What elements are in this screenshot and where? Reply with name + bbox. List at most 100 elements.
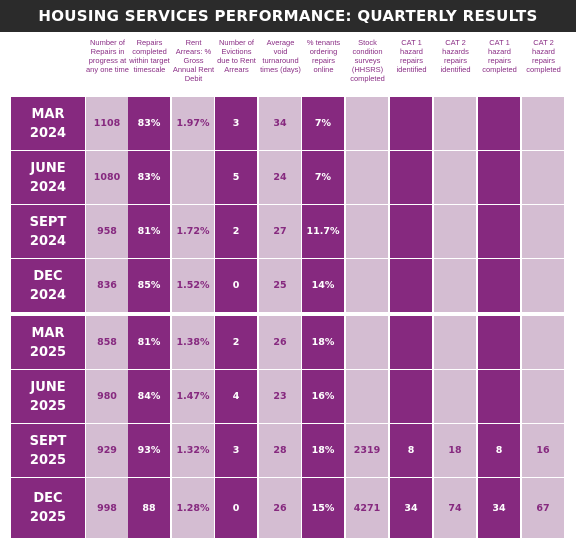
row-year: 2024	[29, 179, 67, 195]
table-cell: 83%	[128, 97, 170, 150]
row-month: SEPT	[29, 214, 67, 230]
row-label: DEC 2024	[11, 259, 85, 312]
table-cell	[478, 259, 520, 312]
row-month: MAR	[31, 325, 65, 341]
table-cell	[434, 205, 476, 258]
table-cell	[346, 151, 388, 204]
row-year: 2024	[29, 125, 67, 141]
table-cell: 0	[215, 478, 257, 538]
table-cell	[522, 370, 564, 423]
table-cell: 998	[86, 478, 128, 538]
table-cell: 88	[128, 478, 170, 538]
table-cell: 0	[215, 259, 257, 312]
table-cell: 958	[86, 205, 128, 258]
table-cell: 980	[86, 370, 128, 423]
table-cell: 1108	[86, 97, 128, 150]
table-cell: 23	[259, 370, 301, 423]
column-header-1: Number of Repairs in progress at any one…	[86, 38, 129, 74]
table-cell	[346, 370, 388, 423]
table-cell	[346, 259, 388, 312]
table-cell	[390, 97, 432, 150]
table-cell	[434, 370, 476, 423]
year-divider	[11, 312, 566, 316]
table-cell: 1.47%	[172, 370, 214, 423]
table-cell	[478, 205, 520, 258]
column-header-11: CAT 2 hazard repairs completed	[526, 38, 561, 74]
table-cell: 7%	[302, 97, 344, 150]
row-year: 2024	[29, 287, 67, 303]
table-cell: 28	[259, 424, 301, 477]
table-cell: 1.38%	[172, 316, 214, 369]
table-cell: 1.28%	[172, 478, 214, 538]
table-cell: 34	[259, 97, 301, 150]
table-cell	[390, 151, 432, 204]
table-cell: 1.52%	[172, 259, 214, 312]
row-year: 2025	[29, 510, 67, 525]
table-cell: 34	[478, 478, 520, 538]
table-cell: 836	[86, 259, 128, 312]
table-cell	[478, 316, 520, 369]
column-header-9: CAT 2 hazards repairs identified	[440, 38, 471, 74]
table-cell: 4271	[346, 478, 388, 538]
table-cell: 24	[259, 151, 301, 204]
table-cell: 27	[259, 205, 301, 258]
table-cell: 929	[86, 424, 128, 477]
table-cell: 858	[86, 316, 128, 369]
row-year: 2025	[29, 452, 67, 468]
table-cell	[390, 259, 432, 312]
table-cell: 18%	[302, 316, 344, 369]
table-cell: 85%	[128, 259, 170, 312]
table-cell: 11.7%	[302, 205, 344, 258]
row-month: DEC	[33, 491, 63, 506]
row-year: 2025	[29, 398, 67, 414]
column-header-8: CAT 1 hazard repairs identified	[396, 38, 427, 74]
table-cell	[522, 316, 564, 369]
column-header-4: Number of Evictions due to Rent Arrears	[217, 38, 256, 74]
table-cell: 1080	[86, 151, 128, 204]
row-month: MAR	[31, 106, 65, 122]
table-cell: 18%	[302, 424, 344, 477]
table-cell: 25	[259, 259, 301, 312]
table-cell: 16	[522, 424, 564, 477]
table-cell: 93%	[128, 424, 170, 477]
table-cell: 34	[390, 478, 432, 538]
column-header-7: Stock condition surveys (HHSRS) complete…	[350, 38, 385, 83]
table-cell: 1.32%	[172, 424, 214, 477]
table-cell: 26	[259, 478, 301, 538]
table-cell: 15%	[302, 478, 344, 538]
table-cell: 5	[215, 151, 257, 204]
row-label: MAR 2025	[11, 316, 85, 369]
column-header-2: Repairs completed within target timescal…	[129, 38, 170, 74]
table-cell: 7%	[302, 151, 344, 204]
row-year: 2025	[29, 344, 67, 360]
table-cell: 84%	[128, 370, 170, 423]
table-cell	[390, 205, 432, 258]
table-cell: 1.97%	[172, 97, 214, 150]
table-cell	[434, 316, 476, 369]
table-cell: 8	[390, 424, 432, 477]
table-cell	[172, 151, 214, 204]
table-cell: 81%	[128, 316, 170, 369]
row-label: JUNE 2025	[11, 370, 85, 423]
table-cell: 3	[215, 97, 257, 150]
row-label: SEPT 2024	[11, 205, 85, 258]
column-header-6: % tenants ordering repairs online	[306, 38, 341, 74]
table-cell: 74	[434, 478, 476, 538]
table-cell: 81%	[128, 205, 170, 258]
row-year: 2024	[29, 233, 67, 249]
table-cell	[478, 97, 520, 150]
table-cell	[522, 259, 564, 312]
table-cell: 67	[522, 478, 564, 538]
table-cell: 8	[478, 424, 520, 477]
table-cell: 2	[215, 316, 257, 369]
column-header-10: CAT 1 hazard repairs completed	[482, 38, 517, 74]
table-cell	[346, 97, 388, 150]
table-cell	[434, 151, 476, 204]
table-cell	[434, 97, 476, 150]
row-label: JUNE 2024	[11, 151, 85, 204]
table-cell	[522, 151, 564, 204]
row-month: JUNE	[30, 160, 66, 176]
table-cell	[390, 370, 432, 423]
table-cell	[346, 316, 388, 369]
table-cell	[478, 370, 520, 423]
